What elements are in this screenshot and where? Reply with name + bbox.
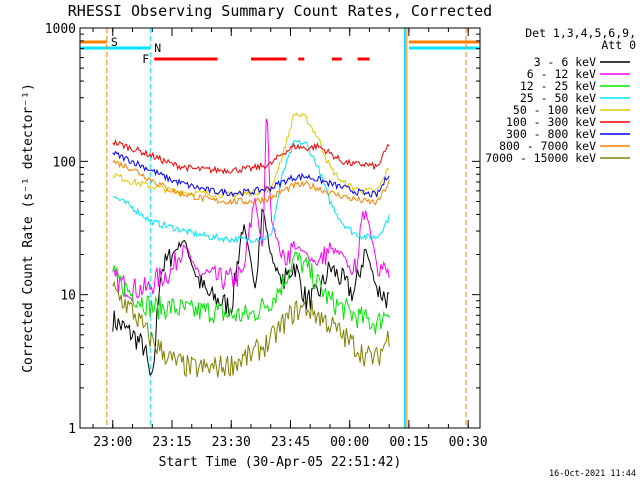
series-line-6	[112, 138, 390, 175]
legend-title-line: Att 0	[601, 38, 636, 52]
legend-label-4: 25 - 50 keV	[520, 91, 596, 105]
y-axis-label: Corrected Count Rate (s⁻¹ detector⁻¹)	[21, 83, 36, 373]
y-tick-label: 10	[60, 289, 76, 304]
observing-flags: S NF	[80, 28, 480, 428]
x-tick-label: 00:00	[330, 435, 369, 450]
legend-label-2: 6 - 12 keV	[527, 67, 596, 81]
series-line-8	[112, 159, 390, 206]
render-timestamp: 16-Oct-2021 11:44	[549, 469, 636, 479]
y-tick-label: 1	[68, 422, 76, 437]
x-tick-label: 23:30	[212, 435, 251, 450]
axes: 1 10 100 1000 23:00 23:15 23:30 23:45 00:00 00:15…	[45, 22, 488, 450]
x-axis-label: Start Time (30-Apr-05 22:51:42)	[159, 455, 402, 470]
x-tick-label: 23:00	[93, 435, 132, 450]
series-line-1	[112, 208, 390, 376]
plot-frame	[79, 27, 481, 429]
series-line-4	[112, 139, 390, 244]
legend-label-1: 3 - 6 keV	[534, 55, 596, 69]
legend-label-6: 100 - 300 keV	[506, 115, 596, 129]
legend-label-8: 800 - 7000 keV	[499, 139, 596, 153]
legend-title-line: Det 1,3,4,5,6,9,	[525, 26, 636, 40]
series-line-9	[112, 280, 390, 378]
flag-label-N: N	[154, 41, 161, 55]
x-tick-label: 00:15	[389, 435, 428, 450]
series-lines	[112, 112, 390, 378]
y-tick-label: 1000	[45, 22, 76, 37]
series-line-2	[112, 118, 390, 303]
legend-label-3: 12 - 25 keV	[520, 79, 596, 93]
flag-label-S: S	[111, 35, 118, 49]
x-tick-label: 23:15	[152, 435, 191, 450]
legend-label-5: 50 - 100 keV	[513, 103, 596, 117]
legend-label-7: 300 - 800 keV	[506, 127, 596, 141]
x-tick-label: 00:30	[449, 435, 488, 450]
chart-title: RHESSI Observing Summary Count Rates, Co…	[68, 2, 492, 20]
series-line-3	[112, 251, 390, 335]
legend-label-9: 7000 - 15000 keV	[485, 151, 596, 165]
series-line-7	[112, 150, 390, 198]
x-tick-label: 23:45	[271, 435, 310, 450]
flag-label-F: F	[142, 52, 149, 66]
series-line-5	[112, 112, 390, 199]
y-tick-label: 100	[53, 155, 76, 170]
